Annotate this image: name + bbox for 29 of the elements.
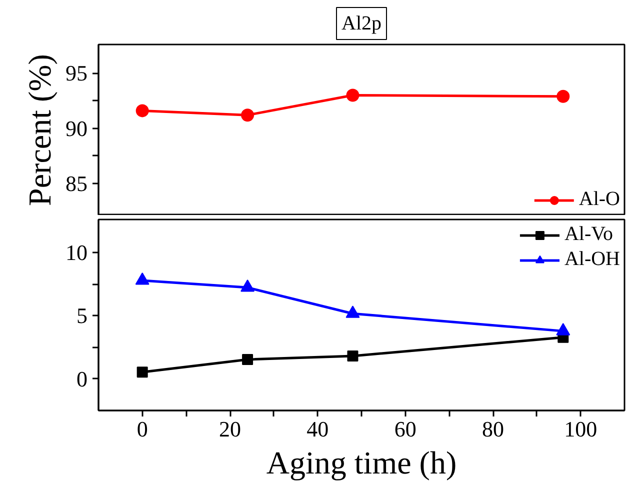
point [347, 350, 358, 362]
point [242, 354, 254, 366]
point [136, 104, 149, 118]
point [240, 280, 255, 292]
y-tick-label: 5 [76, 303, 88, 328]
point [346, 88, 360, 102]
point [556, 90, 570, 103]
point [556, 323, 570, 336]
y-tick-label: 0 [76, 366, 88, 392]
x-tick-label: 80 [482, 416, 504, 442]
point [135, 272, 150, 285]
x-tick-label: 0 [136, 416, 148, 442]
legend-label: Al-Vo [564, 223, 613, 246]
y-tick-label: 95 [66, 60, 88, 86]
point [136, 366, 148, 378]
y-tick-label: 10 [66, 240, 88, 265]
x-tick-label: 40 [306, 416, 329, 442]
y-tick-label: 85 [66, 171, 88, 196]
legend-label: Al-O [578, 188, 620, 211]
x-tick-label: 20 [219, 416, 241, 442]
x-tick-label: 60 [394, 416, 416, 442]
point [346, 306, 360, 318]
point [241, 108, 254, 122]
legend-label: Al-OH [564, 248, 620, 271]
y-tick-label: 90 [66, 116, 88, 141]
chart-title: Al2p [342, 12, 382, 34]
x-axis-title: Aging time (h) [266, 444, 457, 480]
x-tick-label: 100 [564, 416, 598, 442]
y-axis-title: Percent (%) [22, 54, 58, 206]
